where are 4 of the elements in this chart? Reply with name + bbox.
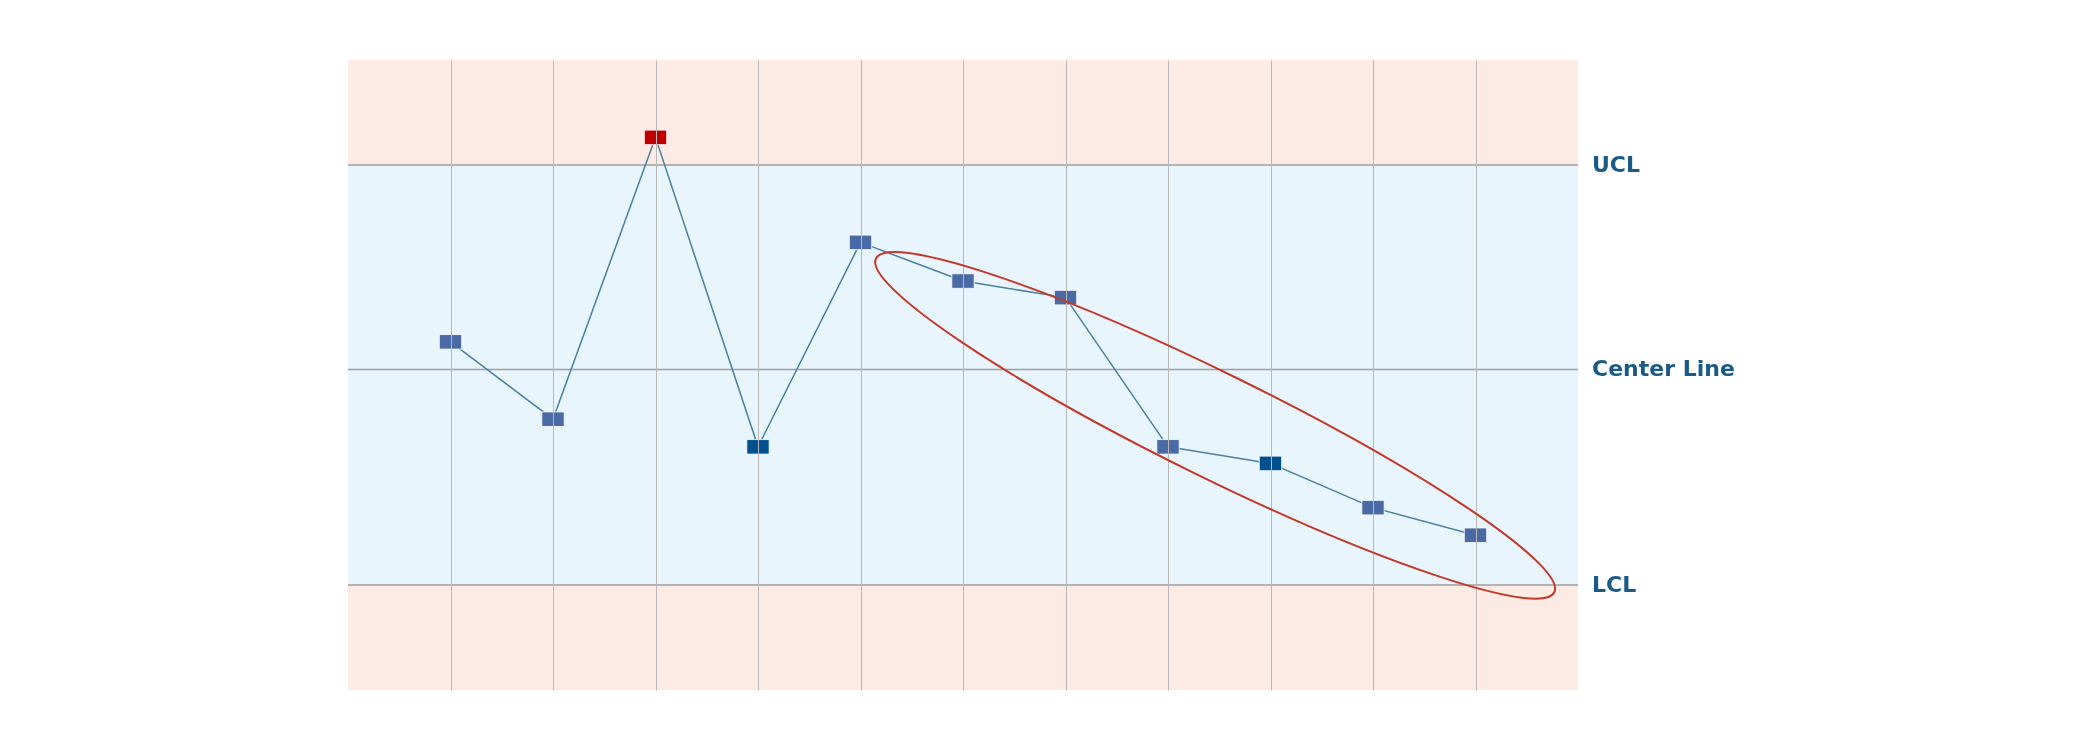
- ref-line-label: LCL: [1592, 572, 1637, 597]
- point: [1361, 499, 1385, 516]
- ref-line-label: Center Line: [1592, 356, 1735, 382]
- ref-line-label: UCL: [1592, 152, 1641, 177]
